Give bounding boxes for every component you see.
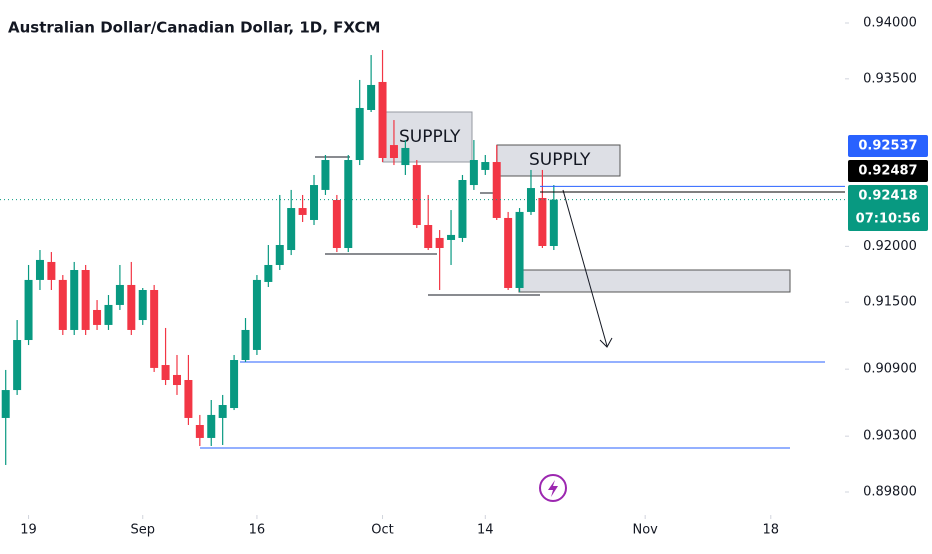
countdown-label: 07:10:56	[856, 212, 921, 227]
candle-body	[275, 244, 284, 265]
x-tick-label: 16	[249, 523, 266, 538]
candle-body	[138, 289, 147, 321]
chart-title: Australian Dollar/Canadian Dollar, 1D, F…	[8, 19, 380, 37]
candle-body	[115, 284, 124, 305]
candle-body	[127, 284, 136, 330]
candle-body	[515, 211, 524, 288]
y-tick-label: 0.90900	[863, 362, 917, 377]
candle-body	[424, 225, 433, 249]
candle-body	[207, 414, 216, 438]
candle-body	[492, 162, 501, 218]
candle-body	[412, 165, 421, 226]
candle-body	[13, 340, 22, 391]
candle-body	[344, 160, 353, 249]
candle-body	[58, 279, 67, 330]
x-tick-label: Sep	[130, 523, 155, 538]
candle-body	[435, 237, 444, 249]
x-tick-label: Nov	[632, 523, 658, 538]
candle-body	[310, 185, 319, 220]
price-tag-label: 0.92537	[858, 139, 917, 154]
candle-body	[70, 270, 79, 330]
candle-body	[241, 329, 250, 361]
candle-body	[184, 379, 193, 418]
candle-body	[458, 180, 467, 238]
candle-body	[287, 208, 296, 251]
y-tick-label: 0.94000	[863, 16, 917, 31]
candle-body	[389, 145, 398, 159]
y-tick-label: 0.90300	[863, 429, 917, 444]
candle-body	[447, 234, 456, 240]
arrow-head	[599, 337, 613, 348]
candle-body	[1, 390, 10, 418]
demand-zone	[518, 269, 791, 293]
candle-body	[47, 261, 56, 280]
price-tag	[848, 160, 928, 182]
candle-body	[355, 107, 364, 161]
candle-body	[93, 309, 102, 325]
annotation: SUPPLY	[399, 127, 461, 147]
annotation: SUPPLY	[529, 150, 591, 170]
price-tag-label: 0.92487	[858, 164, 917, 179]
candle-body	[526, 188, 535, 212]
candle-body	[150, 289, 159, 368]
candle-body	[332, 199, 341, 249]
candle-body	[161, 365, 170, 380]
supply-zone	[496, 144, 621, 177]
price-tag	[848, 135, 928, 157]
candle-body	[367, 84, 376, 110]
candle-body	[504, 217, 513, 288]
candle-body	[172, 374, 181, 386]
candle-body	[252, 279, 261, 350]
candle-body	[401, 147, 410, 166]
event-icon-bolt	[548, 480, 558, 497]
y-tick-label: 0.91500	[863, 295, 917, 310]
x-tick-label: 14	[477, 523, 494, 538]
candle-body	[195, 424, 204, 438]
candle-body	[24, 279, 33, 341]
candle-body	[298, 208, 307, 215]
x-tick-label: 18	[763, 523, 780, 538]
price-tag-label: 0.92418	[858, 189, 917, 204]
arrow	[562, 189, 608, 347]
candle-body	[549, 199, 558, 246]
candle-body	[469, 160, 478, 186]
candle-body	[104, 304, 113, 325]
price-tag	[848, 185, 928, 231]
y-tick-label: 0.89800	[863, 484, 917, 499]
y-tick-label: 0.93500	[863, 71, 917, 86]
candle-body	[218, 405, 227, 418]
candle-body	[35, 259, 44, 280]
candle-body	[264, 264, 273, 282]
y-tick-label: 0.92000	[863, 239, 917, 254]
candle-body	[81, 270, 90, 330]
candle-body	[378, 81, 387, 159]
candle-body	[230, 360, 239, 409]
x-tick-label: 19	[20, 523, 37, 538]
candle-body	[538, 197, 547, 246]
candle-body	[481, 162, 490, 170]
candle-body	[321, 160, 330, 190]
x-tick-label: Oct	[371, 523, 393, 538]
